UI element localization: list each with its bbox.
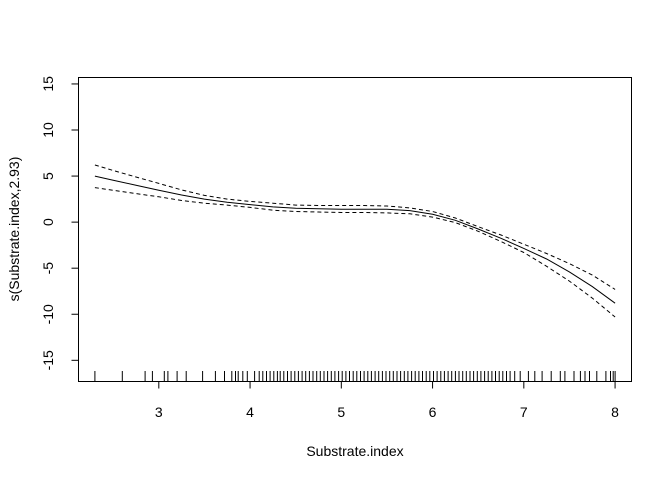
y-tick-label: 15 — [40, 76, 56, 92]
x-axis-label: Substrate.index — [306, 443, 403, 459]
confidence-band-line — [94, 164, 616, 290]
rug-layer — [94, 371, 616, 382]
x-tick-label: 3 — [155, 404, 163, 420]
y-axis: -15 -10 -5 0 5 10 15 — [40, 76, 79, 370]
x-axis: 3 4 5 6 7 8 — [155, 381, 619, 420]
y-tick-label: -15 — [40, 350, 56, 370]
smooth-fit-line — [94, 175, 616, 304]
y-tick-label: 0 — [40, 218, 56, 226]
y-tick-label: 10 — [40, 122, 56, 138]
y-tick-label: 5 — [40, 172, 56, 180]
plot-frame — [78, 77, 632, 382]
x-tick-label: 6 — [429, 404, 437, 420]
confidence-band-line — [94, 187, 616, 318]
x-tick-label: 5 — [337, 404, 345, 420]
x-tick-label: 4 — [246, 404, 254, 420]
curves-layer — [94, 164, 616, 318]
x-tick-label: 7 — [520, 404, 528, 420]
y-tick-label: -5 — [40, 262, 56, 275]
x-tick-label: 8 — [611, 404, 619, 420]
y-axis-label: s(Substrate.index,2.93) — [6, 157, 22, 302]
y-tick-label: -10 — [40, 304, 56, 324]
